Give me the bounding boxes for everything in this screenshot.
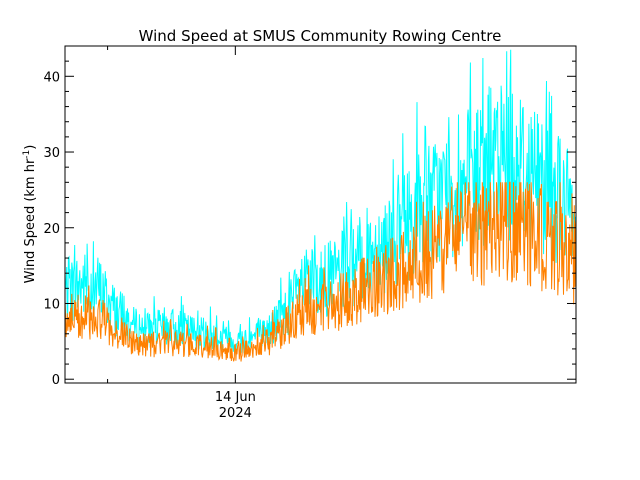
- y-tick-label: 0: [52, 373, 60, 388]
- series-line-1: [64, 181, 577, 362]
- x-tick-label-year: 2024: [219, 406, 252, 421]
- plot-frame: [64, 45, 577, 384]
- y-axis-label-close: ): [23, 145, 38, 150]
- y-tick-label: 40: [43, 70, 60, 85]
- y-tick-label: 10: [43, 297, 60, 312]
- y-tick-label: 20: [43, 222, 60, 237]
- chart-title: Wind Speed at SMUS Community Rowing Cent…: [139, 27, 502, 45]
- y-tick-label: 30: [43, 146, 60, 161]
- y-axis: 0 10 20 30 40: [43, 45, 576, 388]
- plot-area: [64, 49, 577, 362]
- x-tick-label-date: 14 Jun: [215, 390, 256, 405]
- y-axis-label: Wind Speed (km hr-1): [22, 145, 38, 284]
- y-axis-label-superscript: -1: [22, 150, 32, 159]
- y-axis-label-main: Wind Speed (km hr: [23, 158, 38, 283]
